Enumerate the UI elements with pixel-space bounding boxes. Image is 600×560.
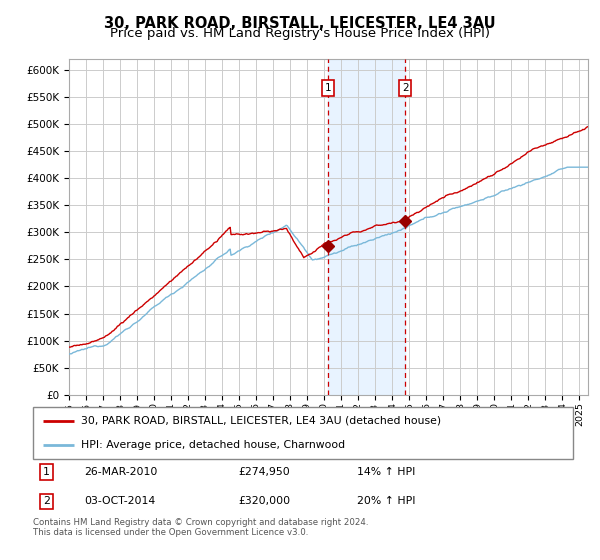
Text: £320,000: £320,000 [238,496,290,506]
Text: 30, PARK ROAD, BIRSTALL, LEICESTER, LE4 3AU: 30, PARK ROAD, BIRSTALL, LEICESTER, LE4 … [104,16,496,31]
Text: HPI: Average price, detached house, Charnwood: HPI: Average price, detached house, Char… [80,440,344,450]
Text: 2: 2 [43,496,50,506]
Text: 2: 2 [402,83,409,93]
Text: £274,950: £274,950 [238,467,290,477]
Text: 14% ↑ HPI: 14% ↑ HPI [357,467,415,477]
FancyBboxPatch shape [33,407,573,459]
Text: Price paid vs. HM Land Registry's House Price Index (HPI): Price paid vs. HM Land Registry's House … [110,27,490,40]
Text: Contains HM Land Registry data © Crown copyright and database right 2024.
This d: Contains HM Land Registry data © Crown c… [33,518,368,538]
Bar [328,59,405,395]
Text: 1: 1 [43,467,50,477]
Text: 1: 1 [325,83,331,93]
Text: 30, PARK ROAD, BIRSTALL, LEICESTER, LE4 3AU (detached house): 30, PARK ROAD, BIRSTALL, LEICESTER, LE4 … [80,416,440,426]
Text: 03-OCT-2014: 03-OCT-2014 [84,496,155,506]
Text: 26-MAR-2010: 26-MAR-2010 [84,467,158,477]
Text: 20% ↑ HPI: 20% ↑ HPI [357,496,415,506]
